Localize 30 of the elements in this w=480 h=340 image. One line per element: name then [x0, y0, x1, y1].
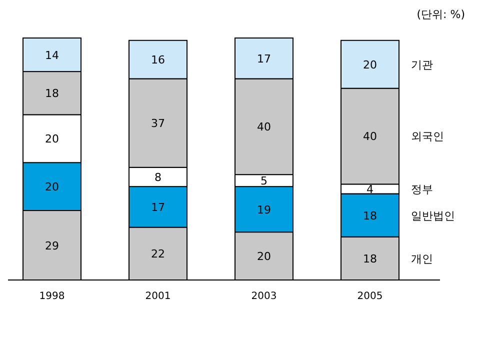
data-label: 20	[257, 250, 271, 264]
data-label: 4	[366, 182, 374, 196]
data-label: 17	[151, 200, 165, 214]
data-label: 20	[45, 180, 59, 194]
data-label: 20	[45, 132, 59, 146]
data-label: 29	[45, 239, 59, 252]
x-tick-label: 2001	[145, 291, 171, 302]
data-label: 22	[151, 248, 165, 261]
data-label: 17	[257, 52, 271, 66]
chart-subtitle: (단위: %)	[416, 8, 465, 21]
series-label: 일반법인	[411, 209, 455, 222]
data-label: 5	[260, 174, 268, 188]
data-label: 19	[257, 203, 271, 216]
x-tick-label: 2005	[357, 291, 383, 302]
data-label: 40	[257, 120, 271, 134]
data-label: 37	[151, 117, 165, 130]
series-label: 기관	[411, 58, 433, 72]
data-label: 14	[45, 48, 59, 62]
data-label: 8	[154, 170, 162, 184]
series-label: 외국인	[411, 130, 444, 144]
data-label: 20	[363, 58, 377, 72]
data-label: 18	[45, 87, 59, 100]
series-label: 개인	[411, 252, 433, 266]
data-label: 18	[363, 252, 377, 266]
data-label: 16	[151, 54, 165, 67]
series-label: 정부	[411, 182, 433, 196]
data-label: 18	[363, 209, 377, 222]
x-tick-label: 2003	[251, 291, 277, 302]
x-tick-label: 1998	[39, 291, 65, 302]
data-label: 40	[363, 130, 377, 144]
